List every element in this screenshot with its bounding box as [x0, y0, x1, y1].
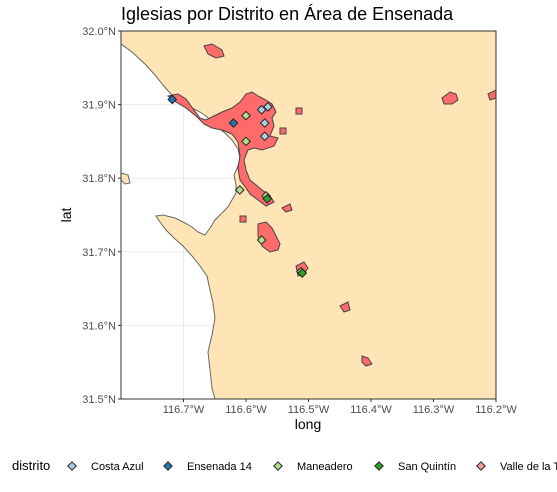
legend-key [374, 461, 384, 471]
data-points [167, 94, 308, 279]
x-axis: 116.7°W 116.6°W 116.5°W 116.4°W 116.3°W 116.2… [163, 399, 517, 416]
x-tick-label: 116.7°W [163, 404, 205, 416]
point-costa-azul [259, 131, 270, 142]
urban-patch-mid-east [339, 301, 351, 313]
point-maneadero [241, 110, 251, 121]
chart-title: Iglesias por Distrito en Área de Ensenad… [121, 4, 454, 24]
legend-key [67, 461, 77, 471]
point-ensenada-14 [167, 94, 178, 105]
legend-key [476, 461, 486, 471]
urban-patch-north [203, 43, 225, 59]
point-maneadero [241, 136, 251, 147]
urban-patch-northeast [441, 91, 459, 105]
legend-title: distrito [12, 458, 50, 473]
y-tick-label: 31.9°N [82, 100, 116, 112]
legend: distrito Costa Azul Ensenada 14 Maneadero S… [12, 458, 557, 473]
point-costa-azul [262, 101, 273, 112]
urban-patch-small-1 [281, 203, 293, 213]
point-san-quintín [297, 268, 308, 279]
legend-label: San Quintín [398, 461, 456, 473]
x-tick-label: 116.4°W [350, 404, 392, 416]
point-ensenada-14 [228, 118, 239, 128]
map-panel [120, 30, 497, 400]
y-axis-title: lat [58, 208, 74, 223]
point-maneadero [234, 185, 245, 195]
point-maneadero [256, 235, 267, 245]
point-costa-azul [259, 118, 270, 128]
legend-key [163, 461, 173, 471]
x-tick-label: 116.5°W [288, 404, 330, 416]
urban-patch-small-2 [239, 215, 247, 223]
y-tick-label: 31.6°N [82, 320, 116, 332]
y-tick-label: 31.7°N [82, 247, 116, 259]
urban-patch-east [295, 107, 303, 115]
point-costa-azul [256, 104, 267, 115]
urban-patch-mid [279, 127, 287, 135]
x-tick-label: 116.2°W [475, 404, 517, 416]
legend-label: Costa Azul [91, 461, 144, 473]
legend-label: Maneadero [297, 461, 353, 473]
x-axis-title: long [295, 416, 321, 432]
y-axis: 31.5°N 31.6°N 31.7°N 31.8°N 31.9°N 32.0°N [82, 26, 121, 406]
x-tick-label: 116.6°W [225, 404, 267, 416]
y-tick-label: 31.8°N [82, 173, 116, 185]
urban-ensenada [166, 91, 279, 207]
legend-key [273, 461, 283, 471]
y-tick-label: 31.5°N [82, 394, 116, 406]
urban-patch-south [361, 355, 373, 367]
y-tick-label: 32.0°N [82, 26, 116, 38]
x-tick-label: 116.3°W [413, 404, 455, 416]
legend-label: Ensenada 14 [187, 461, 252, 473]
point-san-quintín [262, 193, 273, 204]
legend-label: Valle de la Trinidad [500, 461, 557, 473]
